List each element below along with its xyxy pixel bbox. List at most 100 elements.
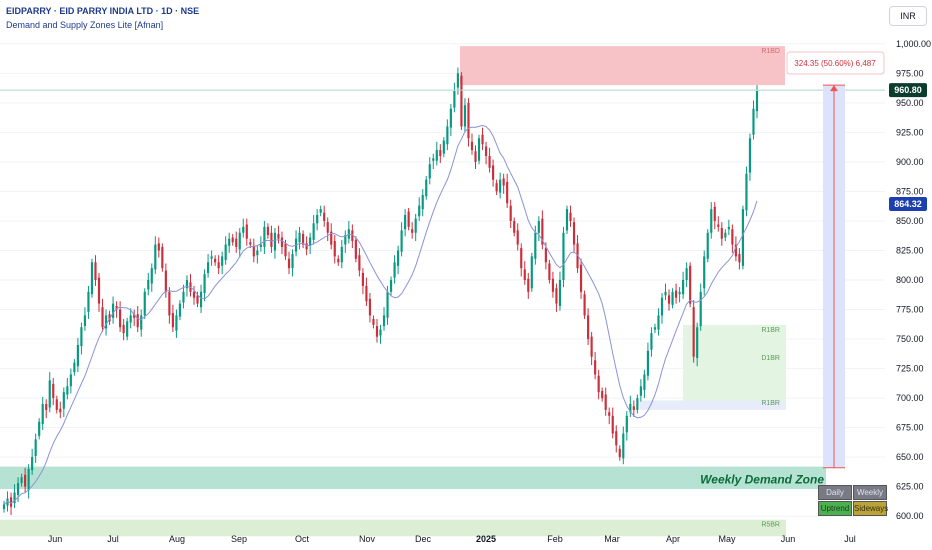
candle [425, 176, 428, 200]
x-tick-label: Oct [295, 534, 310, 544]
candle-body [340, 246, 343, 263]
candle [421, 189, 424, 217]
demand-zone-label-bottom: R1BR [761, 400, 780, 407]
candle [94, 255, 97, 286]
candle-body [386, 291, 389, 318]
candle-body [323, 212, 326, 221]
candle-body [724, 232, 727, 238]
candle-body [284, 243, 287, 257]
candle [569, 205, 572, 227]
candle [435, 141, 438, 166]
candle [389, 276, 393, 296]
candles-layer[interactable] [2, 67, 759, 516]
candle-body [618, 448, 621, 458]
candle-body [527, 278, 530, 292]
candle [590, 331, 593, 366]
candle-body [446, 126, 449, 145]
x-tick-label: Feb [547, 534, 563, 544]
candle [119, 301, 122, 332]
candle [449, 104, 452, 136]
candle-body [400, 230, 403, 252]
candle-body [492, 165, 495, 180]
currency-button[interactable]: INR [889, 6, 927, 26]
candle-body [196, 295, 199, 304]
candle [474, 145, 477, 169]
candle [199, 284, 203, 314]
candle-body [439, 150, 442, 156]
candle-body [305, 243, 308, 250]
candle-body [488, 156, 491, 168]
candle-body [319, 209, 322, 213]
candle-body [217, 262, 220, 269]
range-label-box [786, 51, 885, 75]
candle-body [404, 215, 407, 230]
candle-body [330, 231, 333, 245]
candle [115, 301, 118, 318]
candle [73, 359, 76, 376]
candle [541, 210, 544, 250]
candle-body [16, 483, 20, 495]
candle [266, 223, 269, 239]
overlay-layer: 324.35 (50.60%) 6,487 [0, 51, 885, 505]
candle-body [456, 73, 460, 88]
candle [660, 292, 664, 324]
candle [682, 271, 685, 299]
candle-body [94, 262, 97, 280]
candle-body [463, 105, 467, 127]
candle [643, 369, 646, 399]
candle [154, 236, 157, 275]
candle-body [115, 305, 118, 310]
candle-body [214, 258, 217, 263]
candle-body [706, 232, 709, 259]
candle [685, 262, 688, 288]
candle-body [259, 244, 262, 247]
candle-body [453, 91, 456, 108]
candle-body [689, 265, 692, 304]
candle [748, 133, 752, 181]
y-tick-label: 975.00 [896, 68, 924, 78]
candle [699, 283, 702, 331]
candle-body [270, 232, 273, 247]
y-tick-label: 625.00 [896, 482, 924, 492]
candle-body [449, 108, 452, 128]
y-tick-label: 750.00 [896, 334, 924, 344]
indicator-title[interactable]: Demand and Supply Zones Lite [Afnan] [6, 20, 164, 30]
candle-body [411, 229, 414, 233]
candle [62, 387, 65, 417]
candle [122, 318, 125, 341]
candle [59, 401, 62, 419]
candle-body [175, 315, 178, 331]
candle-body [31, 457, 34, 471]
y-tick-label: 800.00 [896, 275, 924, 285]
candle [171, 304, 174, 332]
candle-body [579, 264, 583, 292]
candle-body [119, 309, 122, 328]
candle [650, 327, 653, 357]
candle-body [62, 392, 65, 409]
candle [731, 224, 734, 253]
candle [639, 379, 642, 402]
demand-zone-daily [683, 324, 786, 401]
candle-body [418, 205, 421, 217]
candle [231, 233, 234, 246]
candle [411, 222, 414, 239]
candle [495, 179, 498, 195]
candle [741, 205, 745, 270]
candle [632, 400, 635, 417]
candle [351, 224, 354, 249]
x-tick-label: Nov [359, 534, 376, 544]
candle [87, 285, 90, 319]
x-tick-label: Mar [604, 534, 620, 544]
candle-body [228, 238, 231, 246]
candle [565, 205, 569, 234]
x-tick-label: Jun [48, 534, 63, 544]
candle-body [161, 246, 164, 269]
candle [55, 395, 58, 414]
candle-body [499, 179, 502, 193]
candle [671, 288, 674, 309]
candle-body [660, 297, 664, 316]
candle [636, 394, 639, 414]
candle-body [277, 233, 280, 239]
candle [252, 238, 255, 263]
